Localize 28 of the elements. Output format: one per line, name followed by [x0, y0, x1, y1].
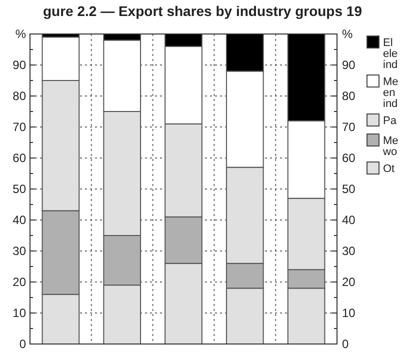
y2-tick-label: 70 [342, 120, 356, 134]
y-tick-label: 40 [12, 213, 26, 228]
legend-label: El ele ind [383, 37, 398, 71]
y2-tick-label: 90 [342, 58, 356, 72]
y-tick-label: 20 [12, 275, 26, 290]
y-tick-label: 90 [12, 58, 26, 72]
y-tick-label: 80 [12, 89, 26, 104]
y-tick-label: 50 [12, 182, 26, 196]
y2-tick-label: 40 [342, 213, 356, 228]
legend-label: Ot [383, 163, 395, 175]
y-tick-label: 10 [12, 306, 26, 320]
y2-tick-label: 60 [342, 151, 356, 166]
y-tick-label: % [15, 27, 26, 42]
y-tick-label: 60 [12, 151, 26, 166]
chart-title: gure 2.2 — Export shares by industry groups 19 [43, 3, 362, 19]
y2-tick-label: 80 [342, 89, 356, 104]
y-tick-label: 70 [12, 120, 26, 134]
y-tick-label: 30 [12, 244, 26, 258]
y2-tick-label: 0 [342, 337, 349, 352]
legend-label: Pa [383, 115, 398, 127]
y2-tick-label: % [342, 27, 353, 42]
y-tick-label: 0 [19, 337, 26, 352]
text: Me en ind [383, 76, 398, 110]
y2-tick-label: 10 [342, 306, 356, 320]
legend-label: Me wo [382, 135, 398, 158]
y2-tick-label: 20 [342, 275, 356, 290]
y2-tick-label: 50 [342, 182, 356, 196]
y2-tick-label: 30 [342, 244, 356, 258]
